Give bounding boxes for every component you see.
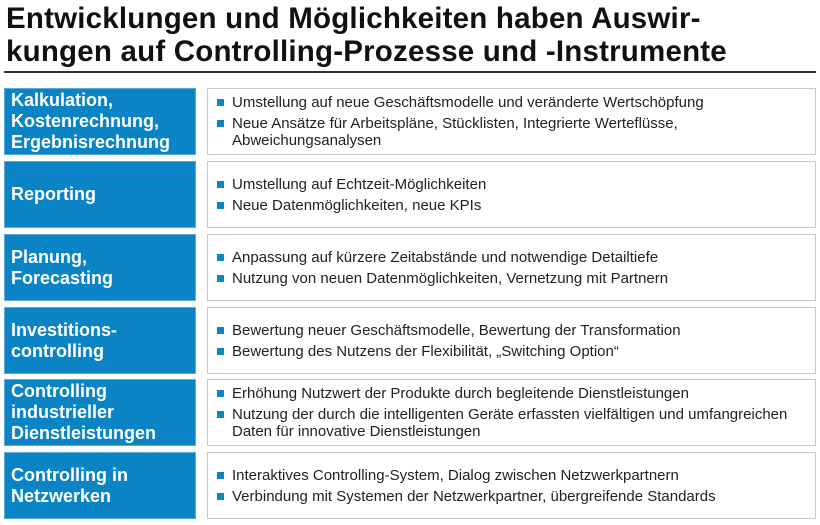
topic-bullets: Umstellung auf Echtzeit-Möglichkeiten Neu… xyxy=(207,161,816,228)
topic-label: Planung, Forecasting xyxy=(4,234,196,301)
topic-bullets: Erhöhung Nutzwert der Produkte durch beg… xyxy=(207,379,816,446)
bullet-item: Bewertung neuer Geschäftsmodelle, Bewert… xyxy=(216,322,807,339)
bullet-text: Erhöhung Nutzwert der Produkte durch beg… xyxy=(232,385,689,402)
bullet-text: Neue Ansätze für Arbeitspläne, Stücklist… xyxy=(232,115,678,149)
title-line: kungen auf Controlling-Prozesse und -Ins… xyxy=(6,35,727,68)
topic-bullets: Anpassung auf kürzere Zeitabstände und n… xyxy=(207,234,816,301)
topic-label: Kalkulation, Kostenrechnung, Ergebnisrechn… xyxy=(4,88,196,155)
bullet-item: Neue Datenmöglichkeiten, neue KPIs xyxy=(216,197,807,214)
bullet-square-icon xyxy=(217,180,224,188)
bullet-text: Nutzung von neuen Datenmöglichkeiten, Ve… xyxy=(232,269,669,287)
bullet-square-icon xyxy=(217,347,224,355)
bullet-square-icon xyxy=(217,471,224,479)
topic-row: Controlling industrieller Dienstleistungen… xyxy=(4,379,816,446)
bullet-text: Interaktives Controlling-System, Dialog … xyxy=(232,466,679,484)
topic-row: Planung, Forecasting Anpassung auf kürzere… xyxy=(4,234,816,301)
bullet-text: Umstellung auf Echtzeit-Möglichkeiten xyxy=(232,175,487,193)
bullet-text: Nutzung der durch die intelligenten Gerä… xyxy=(232,406,788,440)
bullet-square-icon xyxy=(217,253,224,261)
bullet-square-icon xyxy=(217,201,224,209)
bullet-square-icon xyxy=(217,99,224,106)
bullet-item: Umstellung auf neue Geschäftsmodelle und… xyxy=(216,94,807,111)
title-line: Entwicklungen und Möglichkeiten haben Au… xyxy=(6,2,701,35)
bullet-item: Interaktives Controlling-System, Dialog … xyxy=(216,467,807,484)
title-divider xyxy=(4,71,816,73)
topic-bullets: Interaktives Controlling-System, Dialog … xyxy=(207,452,816,519)
topic-bullets: Umstellung auf neue Geschäftsmodelle und… xyxy=(207,88,816,155)
bullet-item: Neue Ansätze für Arbeitspläne, Stücklist… xyxy=(216,115,807,149)
bullet-square-icon xyxy=(217,120,224,127)
bullet-item: Verbindung mit Systemen der Netzwerkpart… xyxy=(216,488,807,505)
bullet-text: Anpassung auf kürzere Zeitabstände und n… xyxy=(232,248,659,266)
bullet-text: Umstellung auf neue Geschäftsmodelle und… xyxy=(232,94,704,111)
topic-bullets: Bewertung neuer Geschäftsmodelle, Bewert… xyxy=(207,307,816,374)
slide-title: Entwicklungen und Möglichkeiten haben Au… xyxy=(6,2,816,68)
bullet-item: Nutzung der durch die intelligenten Gerä… xyxy=(216,406,807,440)
bullet-square-icon xyxy=(217,390,224,397)
bullet-item: Bewertung des Nutzens der Flexibilität, … xyxy=(216,343,807,360)
topic-row: Investitions-controlling Bewertung neuer … xyxy=(4,307,816,374)
topic-label: Investitions-controlling xyxy=(4,307,196,374)
topic-row: Kalkulation, Kostenrechnung, Ergebnisrechn… xyxy=(4,88,816,155)
topic-label: Reporting xyxy=(4,161,196,228)
bullet-item: Nutzung von neuen Datenmöglichkeiten, Ve… xyxy=(216,270,807,287)
bullet-text: Bewertung des Nutzens der Flexibilität, … xyxy=(232,342,619,360)
bullet-square-icon xyxy=(217,326,224,334)
topic-label: Controlling in Netzwerken xyxy=(4,452,196,519)
bullet-square-icon xyxy=(217,274,224,282)
bullet-square-icon xyxy=(217,492,224,500)
bullet-item: Anpassung auf kürzere Zeitabstände und n… xyxy=(216,249,807,266)
bullet-text: Verbindung mit Systemen der Netzwerkpart… xyxy=(232,487,716,505)
bullet-text: Neue Datenmöglichkeiten, neue KPIs xyxy=(232,196,482,214)
bullet-text: Bewertung neuer Geschäftsmodelle, Bewert… xyxy=(232,321,681,339)
topic-label: Controlling industrieller Dienstleistungen xyxy=(4,379,196,446)
bullet-item: Umstellung auf Echtzeit-Möglichkeiten xyxy=(216,176,807,193)
bullet-square-icon xyxy=(217,411,224,418)
topic-row: Reporting Umstellung auf Echtzeit-Möglich… xyxy=(4,161,816,228)
topic-row: Controlling in Netzwerken Interaktives Con… xyxy=(4,452,816,519)
bullet-item: Erhöhung Nutzwert der Produkte durch beg… xyxy=(216,385,807,402)
